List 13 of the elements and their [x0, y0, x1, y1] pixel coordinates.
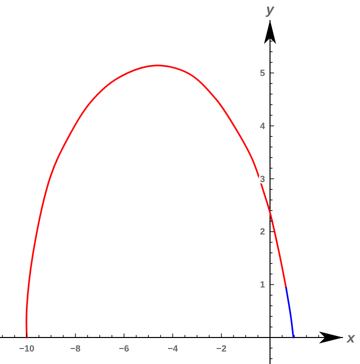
x-tick-label: −4 [168, 344, 178, 354]
x-tick-label: −6 [118, 344, 130, 354]
x-tick-label: −8 [70, 344, 81, 354]
y-tick-label: 1 [260, 280, 266, 290]
y-tick-label: 2 [260, 226, 266, 237]
x-axis-title: x [346, 330, 356, 346]
y-tick-label: 5 [260, 68, 266, 78]
x-tick-label: −10 [19, 344, 34, 354]
x-tick-label: −2 [216, 344, 226, 354]
y-axis-title: y [265, 1, 276, 17]
y-tick-label: 4 [260, 120, 266, 131]
y-tick-label: 3 [260, 174, 266, 184]
line-series [26, 64, 287, 338]
